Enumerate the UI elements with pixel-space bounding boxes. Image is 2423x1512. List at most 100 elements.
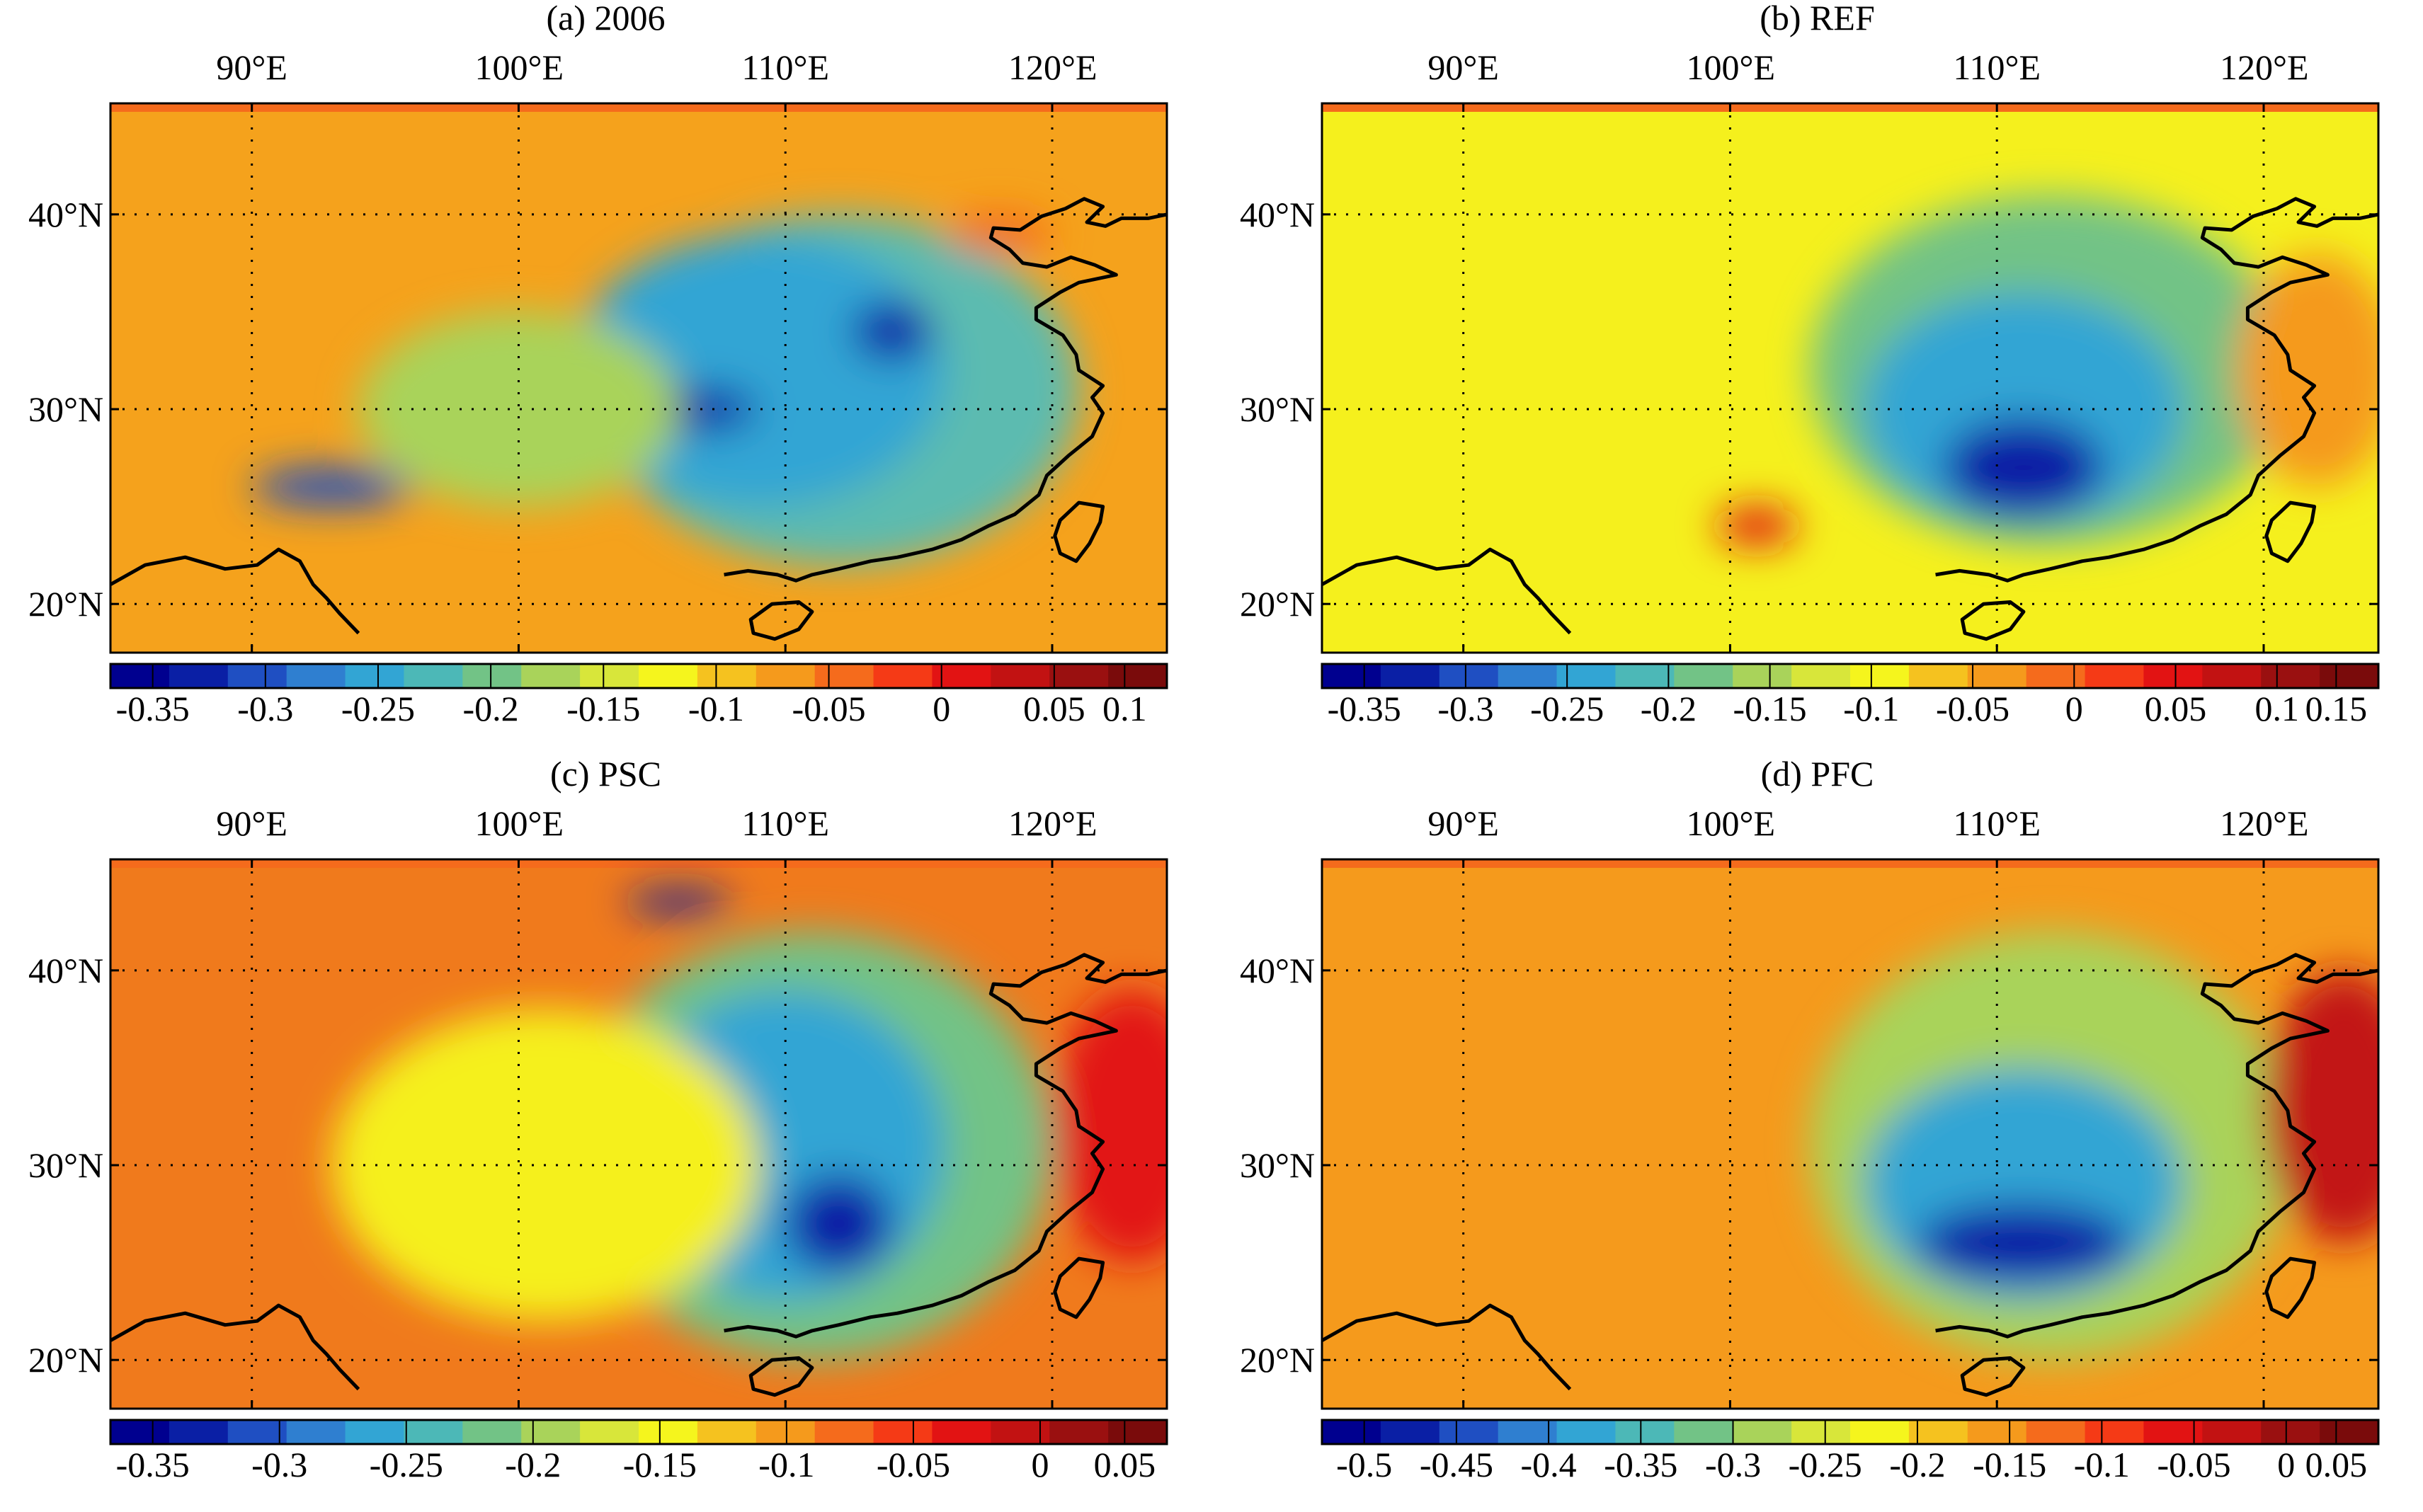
colorbar-tick-label: 0.05: [1023, 689, 1085, 728]
colorbar-tick-label: -0.2: [1889, 1445, 1946, 1484]
lon-label: 100°E: [474, 803, 564, 843]
coastline-hainan: [1960, 1356, 2026, 1397]
map-d: [1321, 858, 2380, 1410]
map-b: [1321, 102, 2380, 654]
colorbar-tick-label: -0.3: [251, 1445, 308, 1484]
colorbar-tick-label: -0.1: [688, 689, 744, 728]
lon-label: 120°E: [1008, 803, 1098, 843]
lat-label: 30°N: [28, 389, 104, 430]
coastline-china: [724, 953, 1167, 1339]
colorbar-tick-label: -0.05: [2157, 1445, 2231, 1484]
panel-title: (c) PSC: [550, 754, 661, 794]
field-top-strip: [110, 103, 1167, 112]
lon-label: 120°E: [2219, 803, 2309, 843]
colorbar-tick-label: 0.05: [2144, 689, 2207, 728]
coastline-china: [1935, 197, 2378, 583]
colorbar-tick-label: -0.25: [341, 689, 416, 728]
coastline-bay-of-bengal: [110, 1303, 360, 1391]
colorbar-tick-label: 0.15: [2305, 689, 2368, 728]
colorbar-tick-label: -0.1: [1843, 689, 1900, 728]
colorbar-tick-label: 0.05: [1093, 1445, 1156, 1484]
colorbar-tick-label: -0.25: [369, 1445, 443, 1484]
lat-label: 20°N: [1240, 1340, 1316, 1380]
colorbar-tick-label: -0.35: [115, 1445, 190, 1484]
colorbar-tick-label: 0.1: [2254, 689, 2300, 728]
colorbar-tick-label: -0.05: [876, 1445, 950, 1484]
anomaly-region-4: [1716, 506, 1797, 546]
colorbar-tick-label: 0: [2277, 1445, 2296, 1484]
panel-a: (a) 2006 90°E 100°E 110°E 120°E 40°N 30°N 20°N -…: [0, 0, 1212, 756]
lon-label: 110°E: [1953, 803, 2041, 843]
anomaly-region-3: [2237, 253, 2378, 488]
lat-label: 40°N: [28, 194, 104, 234]
contour-field: [110, 859, 1167, 1409]
lon-label: 100°E: [474, 47, 564, 87]
colorbar-tick-label: -0.1: [758, 1445, 815, 1484]
colorbar-tick-label: 0: [1031, 1445, 1049, 1484]
colorbar-tick-label: -0.15: [1733, 689, 1807, 728]
anomaly-region-5: [358, 311, 679, 507]
panel-title: (d) PFC: [1760, 754, 1874, 794]
anomaly-region-5: [625, 890, 732, 914]
lon-label: 110°E: [1953, 47, 2041, 87]
colorbar-tick-label: -0.4: [1520, 1445, 1577, 1484]
panel-d: (d) PFC 90°E 100°E 110°E 120°E 40°N 30°N 20°N -0…: [1212, 756, 2423, 1512]
colorbar-tick-label: 0: [2065, 689, 2083, 728]
colorbar-tick-label: -0.1: [2073, 1445, 2130, 1484]
lon-label: 90°E: [1427, 47, 1499, 87]
field-top-strip: [1322, 103, 2378, 112]
lat-label: 40°N: [1240, 194, 1316, 234]
field-top-strip: [110, 859, 1167, 868]
panel-b: (b) REF 90°E 100°E 110°E 120°E 40°N 30°N 20°N -0…: [1212, 0, 2423, 756]
coastline-hainan: [748, 1356, 814, 1397]
colorbar-tick-label: -0.3: [1437, 689, 1494, 728]
colorbar-tick-label: -0.15: [566, 689, 641, 728]
lat-label: 20°N: [28, 584, 104, 624]
colorbar-tick-label: -0.2: [462, 689, 519, 728]
contour-field: [1322, 859, 2378, 1409]
anomaly-region-4: [1052, 990, 1167, 1263]
lat-label: 40°N: [1240, 950, 1316, 990]
colorbar-tick-label: -0.35: [115, 689, 190, 728]
coastline-bay-of-bengal: [1322, 1303, 1572, 1391]
colorbar-tick-label: 0: [933, 689, 951, 728]
anomaly-region-2: [1943, 418, 2104, 517]
lat-label: 20°N: [1240, 584, 1316, 624]
coastline-taiwan: [2264, 500, 2317, 563]
anomaly-region-2: [785, 1174, 892, 1273]
lon-label: 90°E: [216, 803, 287, 843]
lon-label: 100°E: [1686, 47, 1775, 87]
panel-title: (a) 2006: [546, 0, 666, 38]
map-frame: [109, 858, 1168, 1410]
lon-label: 120°E: [1008, 47, 1098, 87]
field-top-strip: [1322, 859, 2378, 868]
colorbar-tick-label: -0.2: [1640, 689, 1697, 728]
lat-label: 40°N: [28, 950, 104, 990]
anomaly-region-3: [2264, 970, 2378, 1244]
map-frame: [1321, 102, 2380, 654]
coastline-taiwan: [1053, 500, 1105, 563]
contour-field: [1322, 103, 2378, 653]
lon-label: 100°E: [1686, 803, 1775, 843]
map-frame: [1321, 858, 2380, 1410]
lat-label: 30°N: [1240, 389, 1316, 430]
anomaly-region-4: [251, 467, 412, 507]
colorbar-tick-label: -0.35: [1327, 689, 1401, 728]
colorbar-tick-label: 0.1: [1102, 689, 1147, 728]
anomaly-region-1: [1863, 292, 2184, 527]
map-c: [109, 858, 1168, 1410]
colorbar-tick-label: -0.3: [1704, 1445, 1762, 1484]
coastline-hainan: [1960, 600, 2026, 641]
anomaly-region-6: [945, 214, 1052, 253]
coastline-china: [1935, 953, 2378, 1339]
panel-c: (c) PSC 90°E 100°E 110°E 120°E 40°N 30°N 20°N -0…: [0, 756, 1212, 1512]
lon-label: 90°E: [1427, 803, 1499, 843]
colorbar-tick-label: -0.5: [1336, 1445, 1393, 1484]
coastline-taiwan: [1053, 1256, 1105, 1319]
colorbar-tick-label: -0.15: [622, 1445, 697, 1484]
colorbar-tick-label: -0.05: [1935, 689, 2010, 728]
panel-title: (b) REF: [1760, 0, 1875, 38]
coastline-china: [724, 197, 1167, 583]
anomaly-region-2: [1917, 1204, 2131, 1283]
lon-label: 90°E: [216, 47, 287, 87]
